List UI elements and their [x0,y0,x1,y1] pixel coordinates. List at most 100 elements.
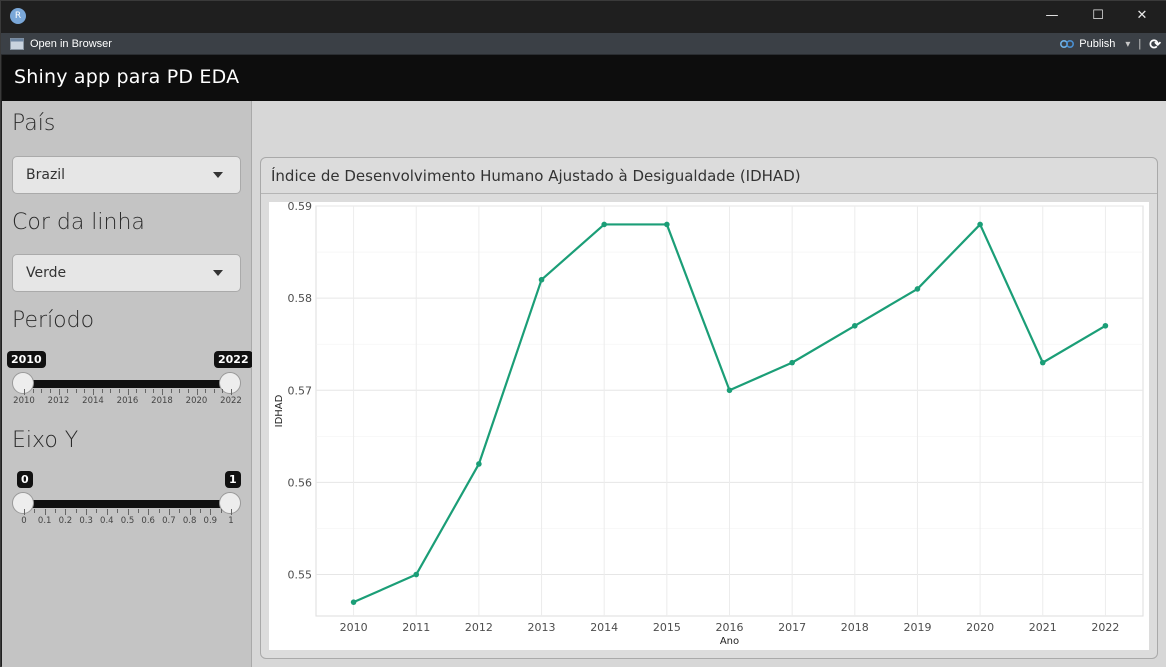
slider-minor-tick [222,389,224,393]
idhad-line-chart: 0.55 0.56 0.57 0.58 0.59 2010 2011 2012 2013 2014… [274,200,1144,647]
open-in-browser-label: Open in Browser [30,38,112,50]
period-slider-max-handle[interactable] [219,372,241,394]
slider-minor-tick [144,389,146,393]
x-tick-label: 2020 [966,621,994,634]
slider-tick-label: 0.3 [79,516,93,526]
y-axis-slider-min-handle[interactable] [12,492,34,514]
slider-tick-label: 2020 [185,396,208,406]
x-tick-label: 2019 [903,621,931,634]
slider-major-tick [231,389,232,395]
slider-minor-tick [199,509,201,513]
title-bar: R — ☐ ✕ [1,1,1166,33]
country-select[interactable]: Brazil [12,156,241,194]
slider-minor-tick [84,389,86,393]
data-point [538,276,545,283]
chart-card-title: Índice de Desenvolvimento Humano Ajustad… [271,167,801,185]
chart-card-header: Índice de Desenvolvimento Humano Ajustad… [261,158,1157,194]
y-axis-slider-max-handle[interactable] [219,492,241,514]
slider-major-tick [127,389,129,395]
x-tick-label: 2018 [841,621,869,634]
slider-major-tick [231,509,232,515]
slider-minor-tick [67,389,69,393]
slider-minor-tick [55,509,57,513]
country-select-value: Brazil [26,167,66,183]
slider-minor-tick [101,389,103,393]
slider-major-tick [148,509,150,515]
slider-tick-label: 1 [228,516,234,526]
slider-major-tick [168,509,170,515]
slider-tick-label: 0 [21,516,27,526]
period-label: Período [12,308,95,333]
minimize-button[interactable]: — [1045,8,1059,23]
x-tick-label: 2012 [465,621,493,634]
viewer-toolbar: Open in Browser Publish ▾ | ⟳ [1,33,1166,55]
publish-dropdown-icon[interactable]: ▾ [1125,38,1131,50]
period-slider-min-handle[interactable] [12,372,34,394]
slider-major-tick [44,509,46,515]
slider-major-tick [93,389,94,395]
data-point [1102,322,1109,329]
line-color-label: Cor da linha [12,210,145,235]
close-button[interactable]: ✕ [1136,8,1148,23]
country-label: País [12,111,56,136]
y-axis-slider-ticks: 0 0.1 0.2 0.3 0.4 0.5 0.6 0.7 0.8 0.9 1 [12,509,242,529]
slider-minor-tick [153,389,155,393]
chevron-down-icon [213,172,223,178]
maximize-button[interactable]: ☐ [1092,8,1104,23]
slider-minor-tick [136,389,138,393]
x-axis-title: Ano [720,636,739,647]
slider-tick-label: 0.9 [203,516,218,526]
slider-minor-tick [179,389,181,393]
slider-major-tick [65,509,67,515]
chart-card: Índice de Desenvolvimento Humano Ajustad… [260,157,1158,659]
x-tick-label: 2014 [590,621,618,634]
y-axis-min-bubble: 0 [17,471,33,488]
slider-minor-tick [205,389,207,393]
x-tick-label: 2013 [528,621,556,634]
slider-tick-label: 0.5 [120,516,135,526]
navbar: Shiny app para PD EDA [2,55,1166,101]
period-slider[interactable]: 2010 2022 2010 2012 2014 2016 2018 2020 2022 [7,351,253,419]
data-point [726,387,733,394]
slider-major-tick [86,509,88,515]
slider-tick-label: 2022 [220,396,242,406]
slider-minor-tick [96,509,98,513]
slider-minor-tick [179,509,181,513]
data-point [977,221,983,228]
y-axis-slider[interactable]: 0 1 0 0.1 0.2 0.3 0.4 0.5 0.6 0.7 0.8 0.9 1 [12,471,242,539]
publish-label: Publish [1079,38,1116,50]
open-in-browser-button[interactable]: Open in Browser [10,36,112,52]
sidebar-panel: País Brazil Cor da linha Verde Período 2… [2,101,253,667]
x-tick-label: 2015 [653,621,681,634]
slider-minor-tick [187,389,189,393]
slider-major-tick [210,509,212,515]
period-slider-track [24,380,230,388]
x-tick-label: 2016 [716,621,744,634]
data-point [914,286,921,292]
line-color-select[interactable]: Verde [12,254,241,292]
plot-area: 0.55 0.56 0.57 0.58 0.59 2010 2011 2012 2013 2014… [269,200,1149,650]
slider-major-tick [196,389,198,395]
publish-icon [1060,40,1075,48]
x-tick-label: 2011 [402,621,430,634]
slider-minor-tick [75,509,77,513]
data-point [664,221,670,228]
data-point [350,599,357,605]
x-tick-label: 2022 [1091,621,1119,634]
slider-major-tick [162,389,163,395]
data-point [413,571,420,578]
slider-minor-tick [75,389,77,393]
data-point [601,221,607,228]
slider-major-tick [189,509,191,515]
y-tick-label: 0.55 [288,569,313,582]
refresh-icon[interactable]: ⟳ [1149,35,1161,52]
y-axis-title: IDHAD [274,394,285,427]
slider-tick-label: 0.1 [37,516,52,526]
x-tick-label: 2021 [1029,621,1057,634]
slider-tick-label: 0.2 [58,516,73,526]
slider-minor-tick [170,389,172,393]
publish-button[interactable]: Publish [1060,38,1115,50]
x-tick-label: 2017 [778,621,806,634]
y-tick-label: 0.59 [288,202,313,213]
